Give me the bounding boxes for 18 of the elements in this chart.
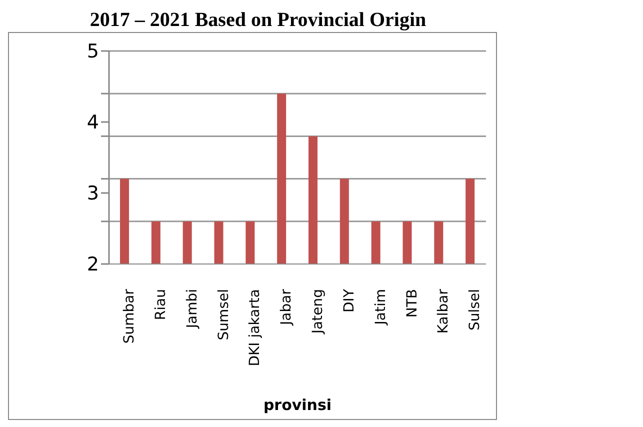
- x-tick-label: Jabar: [278, 288, 295, 326]
- chart-title: 2017 – 2021 Based on Provincial Origin: [88, 8, 428, 32]
- x-tick-label: Kalbar: [436, 288, 452, 334]
- x-axis-title: provinsi: [263, 396, 332, 414]
- x-tick-label: Jambi: [184, 289, 200, 330]
- y-tick-label: 2: [86, 254, 99, 276]
- x-tick-label: Jatim: [372, 289, 389, 326]
- y-tick-label: 5: [86, 40, 99, 63]
- x-tick-label: Sumbar: [122, 288, 138, 344]
- x-tick-label: Riau: [152, 289, 169, 320]
- x-tick-label: Sulsel: [467, 289, 484, 330]
- y-tick-label: 3: [86, 182, 99, 205]
- x-tick-label: Jateng: [310, 289, 326, 335]
- x-tick-label: DKI jakarta: [247, 289, 264, 366]
- x-tick-label: DIY: [341, 288, 358, 312]
- x-tick-label: NTB: [404, 289, 420, 318]
- x-tick-label: Sumsel: [216, 289, 232, 340]
- y-tick-label: 4: [86, 112, 99, 134]
